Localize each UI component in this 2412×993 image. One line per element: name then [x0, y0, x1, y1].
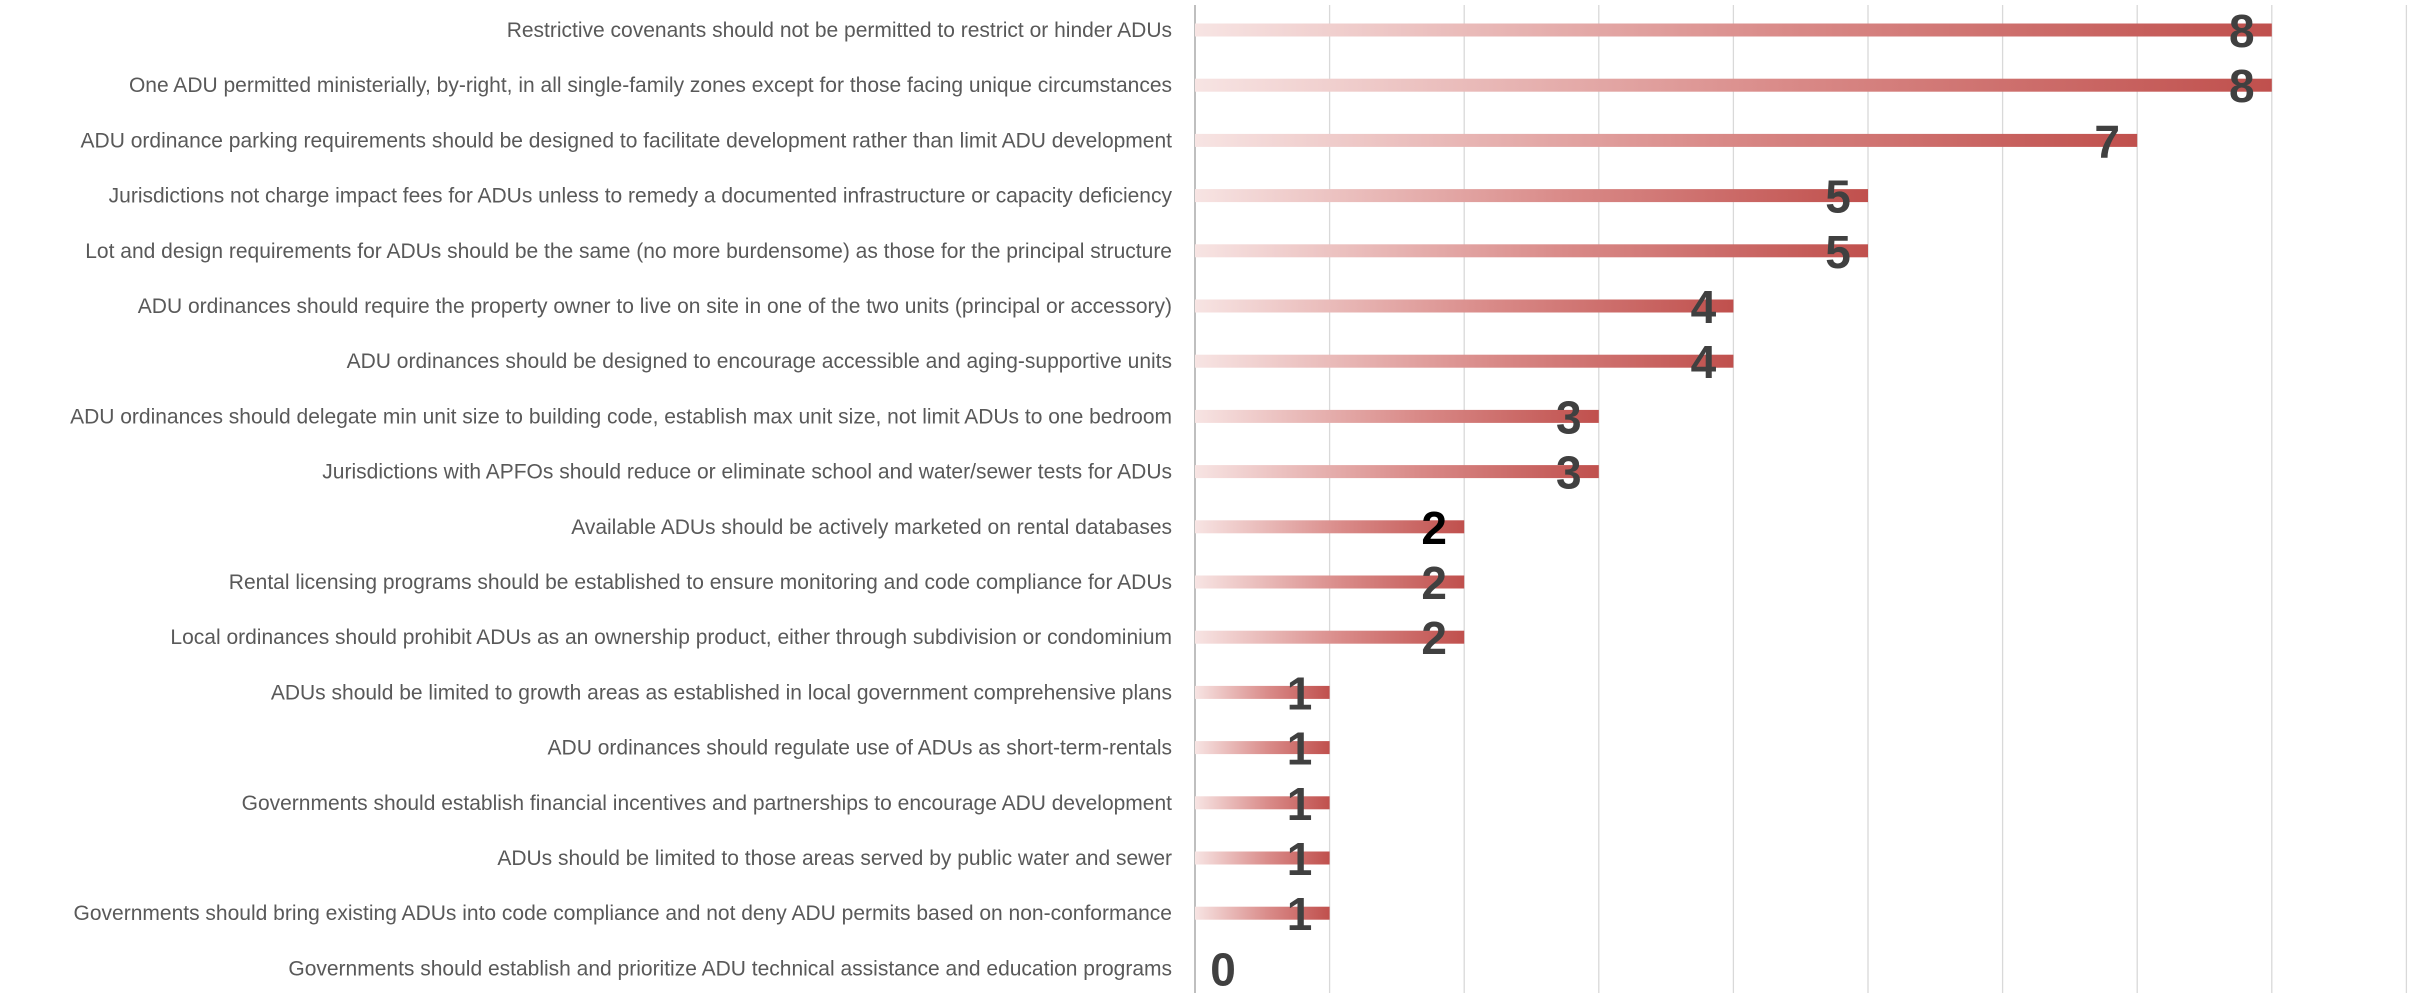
bar-10 [1195, 520, 1465, 534]
data-label-4: 5 [1825, 171, 1851, 223]
data-label-12: 2 [1421, 612, 1447, 664]
category-label-18: Governments should establish and priorit… [288, 957, 1172, 980]
category-label-12: Local ordinances should prohibit ADUs as… [170, 626, 1172, 649]
category-label-3: ADU ordinance parking requirements shoul… [81, 129, 1173, 152]
category-label-15: Governments should establish financial i… [242, 792, 1173, 815]
bar-9 [1195, 465, 1599, 479]
data-label-1: 8 [2229, 5, 2255, 57]
data-label-13: 1 [1287, 667, 1313, 719]
data-label-14: 1 [1287, 723, 1313, 775]
category-label-14: ADU ordinances should regulate use of AD… [548, 737, 1172, 760]
category-label-16: ADUs should be limited to those areas se… [497, 847, 1172, 870]
bar-15 [1195, 796, 1330, 810]
bar-8 [1195, 409, 1599, 423]
category-label-1: Restrictive covenants should not be perm… [507, 19, 1172, 42]
bar-1 [1195, 23, 2272, 37]
data-label-10: 2 [1421, 502, 1447, 554]
bar-2 [1195, 78, 2272, 92]
data-label-9: 3 [1556, 447, 1582, 499]
data-label-16: 1 [1287, 833, 1313, 885]
category-label-10: Available ADUs should be actively market… [571, 516, 1172, 539]
gridlines [1328, 5, 2408, 993]
category-label-11: Rental licensing programs should be esta… [229, 571, 1172, 594]
data-label-3: 7 [2094, 115, 2120, 167]
bar-14 [1195, 741, 1330, 755]
category-label-4: Jurisdictions not charge impact fees for… [109, 185, 1173, 208]
category-label-13: ADUs should be limited to growth areas a… [271, 681, 1172, 704]
bar-17 [1195, 906, 1330, 920]
data-label-2: 8 [2229, 60, 2255, 112]
data-label-6: 4 [1691, 281, 1717, 333]
category-labels: Restrictive covenants should not be perm… [70, 19, 1172, 980]
category-label-17: Governments should bring existing ADUs i… [74, 902, 1172, 925]
bar-16 [1195, 851, 1330, 865]
category-label-2: One ADU permitted ministerially, by-righ… [129, 74, 1172, 97]
category-label-8: ADU ordinances should delegate min unit … [70, 405, 1172, 428]
bar-6 [1195, 299, 1734, 313]
data-label-15: 1 [1287, 778, 1313, 830]
category-label-7: ADU ordinances should be designed to enc… [347, 350, 1172, 373]
bars [1195, 23, 2272, 920]
bar-7 [1195, 354, 1734, 368]
bar-5 [1195, 244, 1868, 258]
bar-4 [1195, 189, 1868, 203]
bar-13 [1195, 685, 1330, 699]
bar-3 [1195, 133, 2138, 147]
category-label-5: Lot and design requirements for ADUs sho… [85, 240, 1172, 263]
data-label-17: 1 [1287, 888, 1313, 940]
bar-12 [1195, 630, 1465, 644]
data-label-7: 4 [1691, 336, 1717, 388]
data-label-11: 2 [1421, 557, 1447, 609]
data-label-18: 0 [1210, 943, 1236, 993]
category-label-6: ADU ordinances should require the proper… [138, 295, 1172, 318]
data-label-8: 3 [1556, 391, 1582, 443]
data-label-5: 5 [1825, 226, 1851, 278]
category-label-9: Jurisdictions with APFOs should reduce o… [322, 461, 1172, 484]
bar-11 [1195, 575, 1465, 589]
